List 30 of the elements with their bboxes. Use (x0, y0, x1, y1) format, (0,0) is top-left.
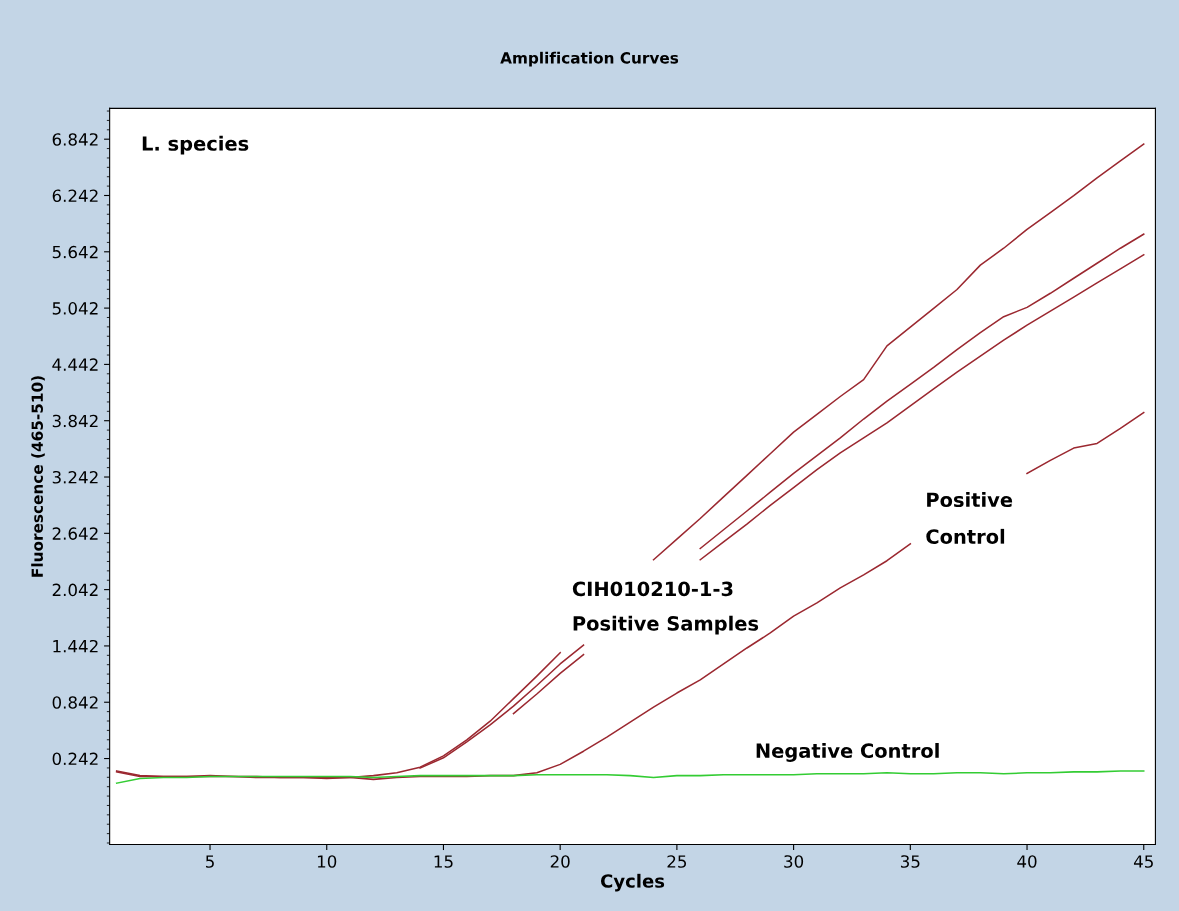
chart-title: Amplification Curves (500, 51, 679, 67)
x-tick-label: 10 (317, 855, 337, 868)
y-tick-label: 2.042 (52, 583, 98, 597)
x-tick-label: 45 (1133, 855, 1153, 868)
annotation: Positive (927, 492, 1013, 508)
x-axis-title: Cycles (600, 873, 665, 892)
x-tick-label: 15 (434, 855, 453, 868)
y-tick-label: 5.042 (52, 302, 98, 315)
y-tick-label: 2.642 (52, 527, 98, 540)
x-tick-label: 40 (1017, 855, 1037, 868)
x-tick-label: 5 (206, 855, 214, 868)
annotation: Negative Control (756, 743, 939, 762)
annotation: Control (926, 528, 1005, 544)
annotation: L. species (142, 135, 249, 155)
y-tick-label: 0.242 (52, 752, 98, 766)
x-tick-label: 25 (667, 855, 687, 868)
y-tick-label: 3.842 (52, 414, 98, 428)
annotation: CIH010210-1-3 (572, 581, 733, 597)
y-tick-label: 4.442 (52, 358, 98, 371)
y-tick-label: 0.842 (52, 696, 98, 709)
y-tick-label: 6.242 (52, 189, 98, 203)
y-axis-title: Fluorescence (465-510) (31, 376, 45, 577)
x-tick-label: 20 (550, 855, 570, 868)
annotation: Positive Samples (573, 615, 759, 635)
y-tick-label: 5.642 (52, 245, 98, 259)
x-tick-label: 35 (900, 855, 920, 868)
y-tick-label: 3.242 (52, 470, 98, 484)
y-tick-label: 1.442 (53, 639, 98, 653)
y-tick-label: 6.842 (52, 133, 98, 146)
x-tick-label: 30 (784, 855, 804, 868)
